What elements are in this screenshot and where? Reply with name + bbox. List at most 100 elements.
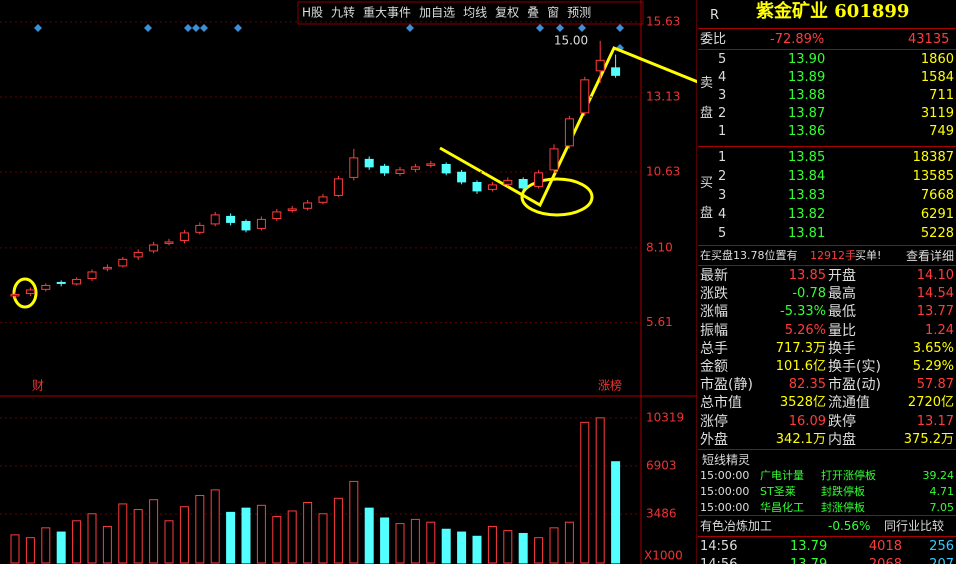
sell-volume: 711 xyxy=(929,88,954,103)
level: 4 xyxy=(718,70,727,85)
buy-price: 13.84 xyxy=(788,169,826,184)
stat-value: 57.87 xyxy=(916,377,954,393)
stat-value: 3.65% xyxy=(912,340,954,356)
event: 封涨停板 xyxy=(821,501,865,514)
candle-body xyxy=(195,224,205,233)
buy-price: 13.85 xyxy=(788,150,826,165)
candle-body xyxy=(179,232,189,241)
event-value: 39.24 xyxy=(922,469,955,482)
stat-value: 717.3万 xyxy=(775,340,826,356)
volume-bar xyxy=(241,507,251,564)
trade-price: 13.79 xyxy=(790,539,828,554)
section-title: 短线精灵 xyxy=(702,453,751,467)
level: 5 xyxy=(718,52,727,67)
buy-volume: 18387 xyxy=(912,150,954,165)
stat-value: 14.10 xyxy=(916,268,954,283)
volume-bar xyxy=(487,525,497,564)
volume-bar xyxy=(518,532,528,564)
time: 15:00:00 xyxy=(700,469,750,482)
stat-label: 涨跌 xyxy=(700,286,728,303)
stat-label: 市盈(静) xyxy=(700,377,753,394)
candle-body xyxy=(118,258,128,267)
label: 委比 xyxy=(700,32,727,47)
r-flag: R xyxy=(710,8,720,23)
candle-body xyxy=(10,293,20,297)
y-tick-label: 15.63 xyxy=(646,14,680,28)
stat-value: 13.85 xyxy=(788,268,826,283)
trade-count: 256 xyxy=(929,539,954,554)
candle-body xyxy=(41,284,51,290)
candle-body xyxy=(287,208,297,211)
level: 1 xyxy=(718,124,727,139)
stat-label: 内盘 xyxy=(828,431,856,448)
candle-body xyxy=(472,181,482,192)
y-tick-label: 6903 xyxy=(646,458,677,472)
candle-body xyxy=(580,79,590,114)
sell-price: 13.90 xyxy=(788,52,826,67)
volume-bar xyxy=(303,502,313,564)
side-label: 卖 xyxy=(700,76,714,91)
buy-volume: 7668 xyxy=(920,188,954,203)
stat-value: 13.77 xyxy=(916,304,954,320)
y-tick-label: 8.10 xyxy=(646,240,673,254)
industry-change: -0.56% xyxy=(828,519,871,533)
separator xyxy=(698,49,956,50)
side-label: 盘 xyxy=(700,106,714,121)
volume-bar xyxy=(287,510,297,564)
toolbar-button[interactable]: 均线 xyxy=(463,6,487,20)
stat-value: 5.26% xyxy=(784,322,826,338)
high-label: 15.00 xyxy=(554,33,588,47)
stat-label: 最新 xyxy=(700,268,728,284)
candle-body xyxy=(164,241,174,244)
candle-body xyxy=(256,218,266,229)
candle-body xyxy=(564,118,574,147)
marker-label: 财 xyxy=(32,379,44,393)
compare-button[interactable]: 同行业比较 xyxy=(884,519,945,533)
stat-value: 101.6亿 xyxy=(775,359,826,374)
candle-body xyxy=(503,179,513,185)
candle-body xyxy=(241,221,251,231)
sell-price: 13.87 xyxy=(788,106,826,121)
sell-price: 13.88 xyxy=(788,88,826,103)
toolbar-button[interactable]: 复权 xyxy=(495,6,519,20)
stat-value: 14.54 xyxy=(916,286,954,302)
toolbar-button[interactable]: 重大事件 xyxy=(363,6,411,20)
stat-label: 金额 xyxy=(700,359,728,375)
buy-price: 13.83 xyxy=(788,188,826,203)
level: 2 xyxy=(718,106,727,121)
toolbar-button[interactable]: 九转 xyxy=(331,5,355,20)
event: 封跌停板 xyxy=(821,485,865,498)
toolbar-button[interactable]: H股 xyxy=(302,6,323,20)
candle-body xyxy=(441,163,451,174)
toolbar-button[interactable]: 叠 xyxy=(527,6,539,20)
buy-volume: 5228 xyxy=(920,226,954,241)
volume-bar xyxy=(457,531,467,564)
notice-volume: 12912手 xyxy=(810,249,856,262)
toolbar-button[interactable]: 预测 xyxy=(567,6,591,20)
volume-bar xyxy=(364,507,374,564)
volume-bar xyxy=(595,417,605,564)
y-tick-label: 5.61 xyxy=(646,315,673,329)
volume-bar xyxy=(72,520,82,564)
volume-bar xyxy=(349,480,359,564)
y-tick-label: 13.13 xyxy=(646,89,680,103)
stat-value: 82.35 xyxy=(788,377,826,393)
stat-value: -0.78 xyxy=(792,286,826,302)
notice: 在买盘13.78位置有 xyxy=(700,249,798,262)
candle-body xyxy=(395,169,405,174)
side-label: 盘 xyxy=(700,206,714,221)
detail-link[interactable]: 查看详细 xyxy=(906,249,955,263)
volume-bar xyxy=(549,527,559,564)
event-value: 7.05 xyxy=(929,501,955,514)
toolbar-button[interactable]: 加自选 xyxy=(419,6,455,20)
volume-bar xyxy=(395,523,405,564)
volume-bar xyxy=(102,525,112,564)
toolbar-button[interactable]: 窗 xyxy=(547,6,559,20)
stat-label: 涨幅 xyxy=(700,304,728,321)
trade-time: 14:56 xyxy=(700,556,737,564)
volume-bar xyxy=(226,511,236,564)
volume-bar xyxy=(10,534,20,564)
trade-volume: 2068 xyxy=(858,556,902,564)
stock: 广电计量 xyxy=(760,469,804,482)
